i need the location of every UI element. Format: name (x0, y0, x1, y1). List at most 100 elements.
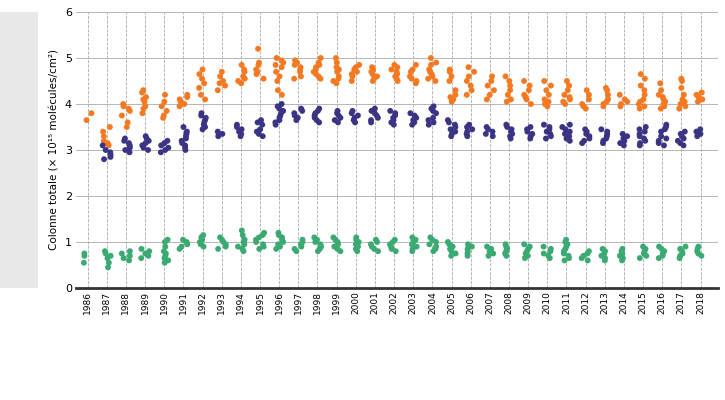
Point (231, 124, 243, 130)
Point (614, 140, 626, 146)
Point (181, 92, 193, 98)
Point (639, 138, 651, 144)
Point (272, 87, 283, 93)
Point (257, 122, 268, 128)
Point (313, 119, 325, 126)
Point (333, 112, 344, 119)
Point (369, 110, 381, 116)
Point (237, 232, 249, 238)
Point (252, 119, 263, 126)
Point (444, 68, 455, 75)
Point (618, 142, 629, 148)
Point (428, 103, 439, 110)
Point (315, 243, 327, 250)
Point (634, 98, 646, 105)
Point (136, 110, 148, 116)
Point (597, 103, 609, 110)
Point (431, 243, 442, 250)
Point (695, 131, 706, 137)
Point (486, 78, 497, 84)
Point (521, 96, 532, 102)
Point (276, 101, 287, 107)
Point (505, 133, 516, 139)
Point (103, 142, 115, 148)
Point (310, 110, 321, 116)
Point (692, 133, 703, 139)
Point (160, 92, 171, 98)
Point (218, 239, 229, 245)
Point (236, 131, 247, 137)
Point (505, 87, 516, 93)
Point (597, 246, 608, 252)
Point (273, 117, 285, 123)
Point (520, 250, 531, 257)
Point (564, 122, 576, 128)
Point (545, 82, 557, 89)
Point (237, 73, 249, 80)
Point (270, 246, 282, 252)
Point (481, 96, 492, 102)
Point (676, 248, 688, 254)
Point (544, 126, 555, 132)
Point (102, 255, 113, 261)
Point (86, 110, 97, 116)
Point (450, 122, 461, 128)
Point (558, 92, 570, 98)
Point (181, 135, 192, 142)
Point (236, 80, 247, 86)
Point (99, 156, 110, 162)
Point (621, 98, 633, 105)
Point (634, 131, 645, 137)
Point (121, 124, 133, 130)
Point (481, 243, 493, 250)
Point (463, 73, 475, 80)
Point (446, 248, 457, 254)
Point (365, 119, 377, 126)
Point (346, 71, 357, 77)
Point (309, 234, 320, 240)
Point (487, 250, 499, 257)
Point (638, 135, 650, 142)
Point (296, 243, 307, 250)
Point (179, 144, 191, 151)
Point (430, 110, 442, 116)
Point (138, 96, 149, 102)
Point (545, 246, 557, 252)
Point (350, 236, 362, 243)
Point (289, 112, 301, 119)
Point (505, 128, 517, 135)
Point (693, 94, 705, 100)
Point (315, 76, 326, 82)
Point (637, 243, 649, 250)
Point (388, 117, 399, 123)
Point (239, 241, 250, 248)
Point (78, 250, 90, 257)
Point (602, 92, 614, 98)
Point (526, 131, 538, 137)
Point (331, 110, 343, 116)
Point (160, 239, 171, 245)
Point (564, 96, 576, 102)
Point (313, 105, 325, 112)
Point (500, 241, 511, 248)
Point (674, 253, 686, 259)
Point (312, 59, 324, 66)
Point (602, 128, 613, 135)
Point (333, 66, 344, 73)
Point (579, 138, 590, 144)
Point (370, 112, 382, 119)
Point (124, 149, 136, 156)
Point (181, 128, 193, 135)
Point (274, 243, 286, 250)
Point (250, 66, 262, 73)
Point (615, 103, 626, 110)
Point (518, 241, 530, 248)
Point (600, 85, 612, 91)
Point (541, 87, 552, 93)
Point (255, 117, 267, 123)
Point (423, 76, 434, 82)
Point (123, 257, 135, 264)
Point (78, 260, 90, 266)
Point (350, 234, 362, 240)
Point (597, 101, 609, 107)
